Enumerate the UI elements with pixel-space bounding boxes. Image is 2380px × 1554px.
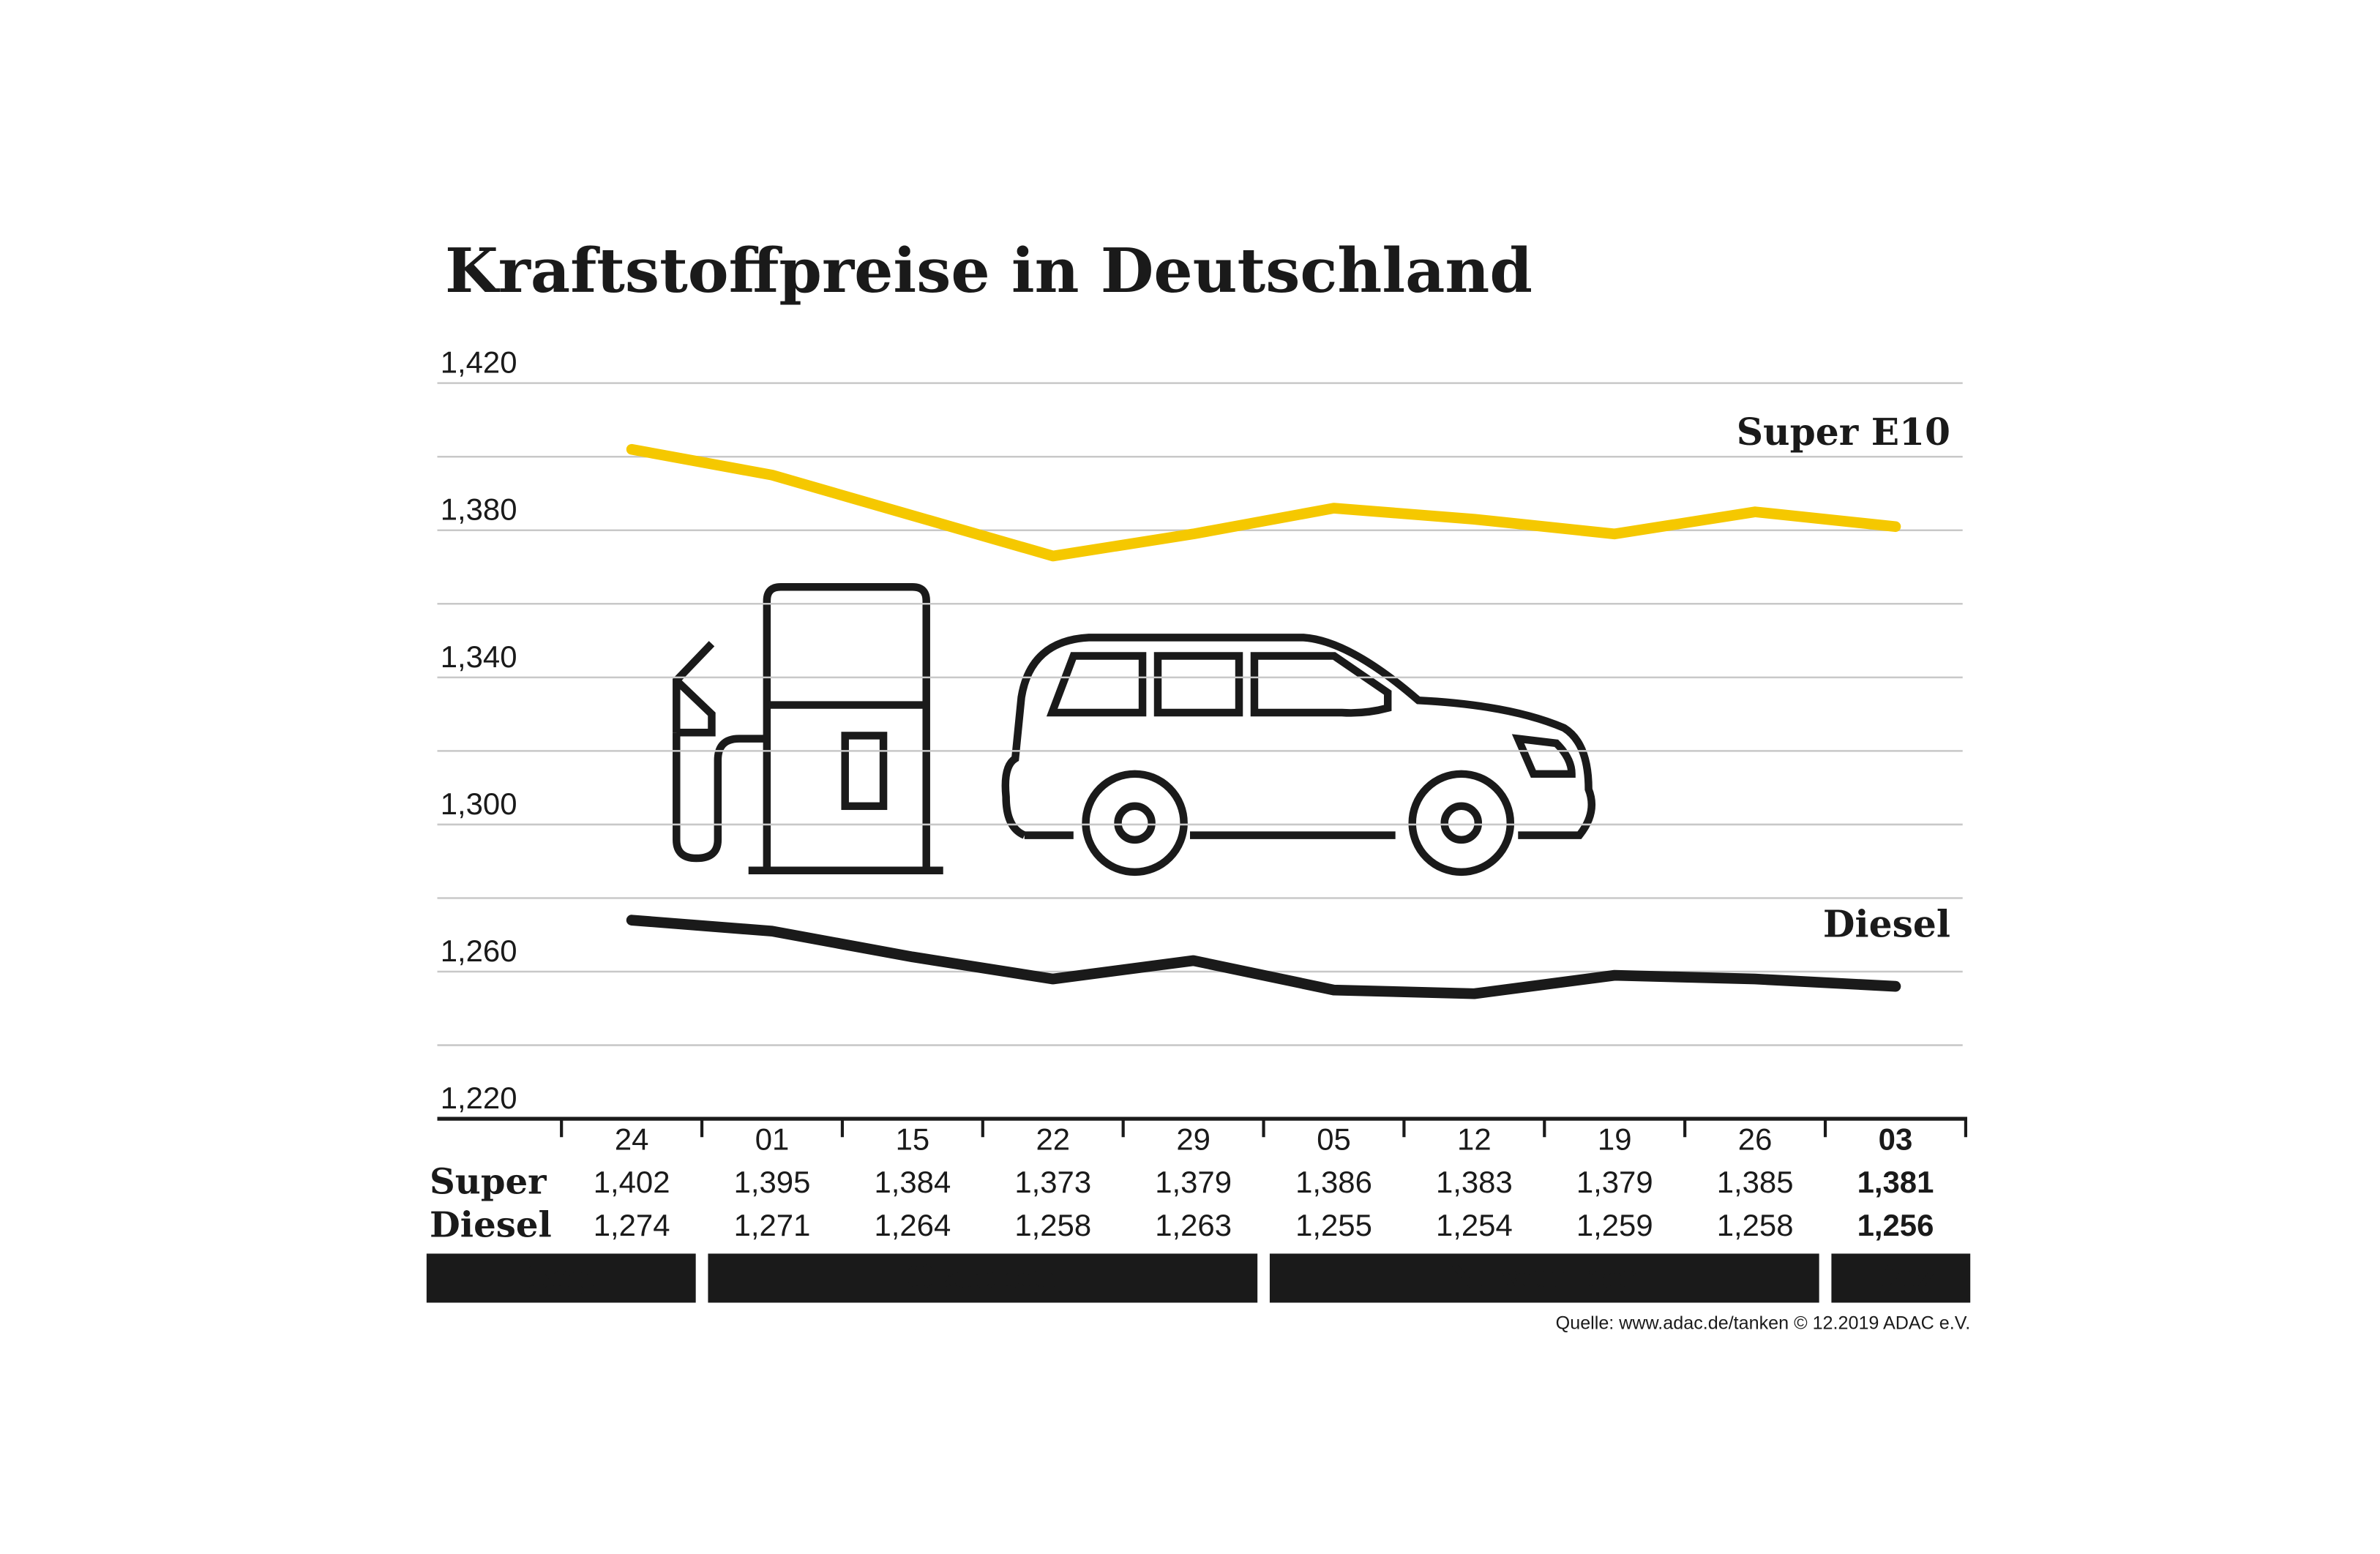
month-label: Sep: [526, 1257, 596, 1296]
table-value: 1,385: [1717, 1165, 1794, 1199]
table-value: 1,379: [1576, 1165, 1653, 1199]
y-tick-label: 1,420: [441, 345, 517, 380]
table-value: 1,383: [1436, 1165, 1513, 1199]
y-tick-label: 1,300: [441, 787, 517, 821]
table-value: 1,271: [734, 1208, 811, 1242]
table-value: 1,259: [1576, 1208, 1653, 1242]
series-label: Diesel: [1823, 902, 1950, 945]
month-label: Oktober: [906, 1257, 1060, 1296]
pump-icon: [673, 583, 943, 875]
table-value: 1,381: [1857, 1165, 1934, 1199]
month-bar: [426, 1253, 696, 1303]
table-value: 1,258: [1717, 1208, 1794, 1242]
chart-title: Kraftstoffpreise in Deutschland: [445, 234, 1533, 307]
x-tick-label: 24: [615, 1122, 649, 1157]
x-tick-label: 29: [1176, 1122, 1210, 1157]
month-label: November: [1448, 1257, 1642, 1296]
y-tick-label: 1,380: [441, 492, 517, 527]
x-tick-label: 15: [896, 1122, 930, 1157]
y-tick-label: 1,220: [441, 1081, 517, 1115]
month-bar: [1269, 1253, 1819, 1303]
x-tick-label: 05: [1317, 1122, 1351, 1157]
series-line: [626, 443, 1901, 562]
series-line: [626, 915, 1901, 999]
table-value: 1,386: [1295, 1165, 1372, 1199]
table-value: 1,274: [594, 1208, 670, 1242]
table-value: 1,256: [1857, 1208, 1934, 1242]
x-tick-label: 12: [1457, 1122, 1492, 1157]
month-bar: [708, 1253, 1258, 1303]
x-tick-label: 26: [1738, 1122, 1773, 1157]
table-value: 1,395: [734, 1165, 811, 1199]
series-label: Super E10: [1737, 410, 1950, 454]
car-icon: [1001, 634, 1596, 877]
y-tick-label: 1,260: [441, 934, 517, 968]
month-bar: [1831, 1253, 1971, 1303]
table-value: 1,258: [1014, 1208, 1091, 1242]
table-value: 1,384: [874, 1165, 951, 1199]
table-value: 1,254: [1436, 1208, 1513, 1242]
table-value: 1,402: [594, 1165, 670, 1199]
table-value: 1,264: [874, 1208, 951, 1242]
source: Quelle: www.adac.de/tanken © 12.2019 ADA…: [1556, 1313, 1971, 1333]
table-value: 1,373: [1014, 1165, 1091, 1199]
row-label: Diesel: [430, 1204, 552, 1245]
x-tick-label: 22: [1036, 1122, 1070, 1157]
y-tick-label: 1,340: [441, 639, 517, 674]
table-value: 1,379: [1155, 1165, 1232, 1199]
month-label: Dez: [1866, 1257, 1936, 1296]
x-tick-label: 01: [755, 1122, 790, 1157]
x-tick-label: 19: [1598, 1122, 1632, 1157]
table-value: 1,263: [1155, 1208, 1232, 1242]
row-label: Super: [430, 1162, 547, 1203]
table-value: 1,255: [1295, 1208, 1372, 1242]
x-tick-label: 03: [1879, 1122, 1913, 1157]
